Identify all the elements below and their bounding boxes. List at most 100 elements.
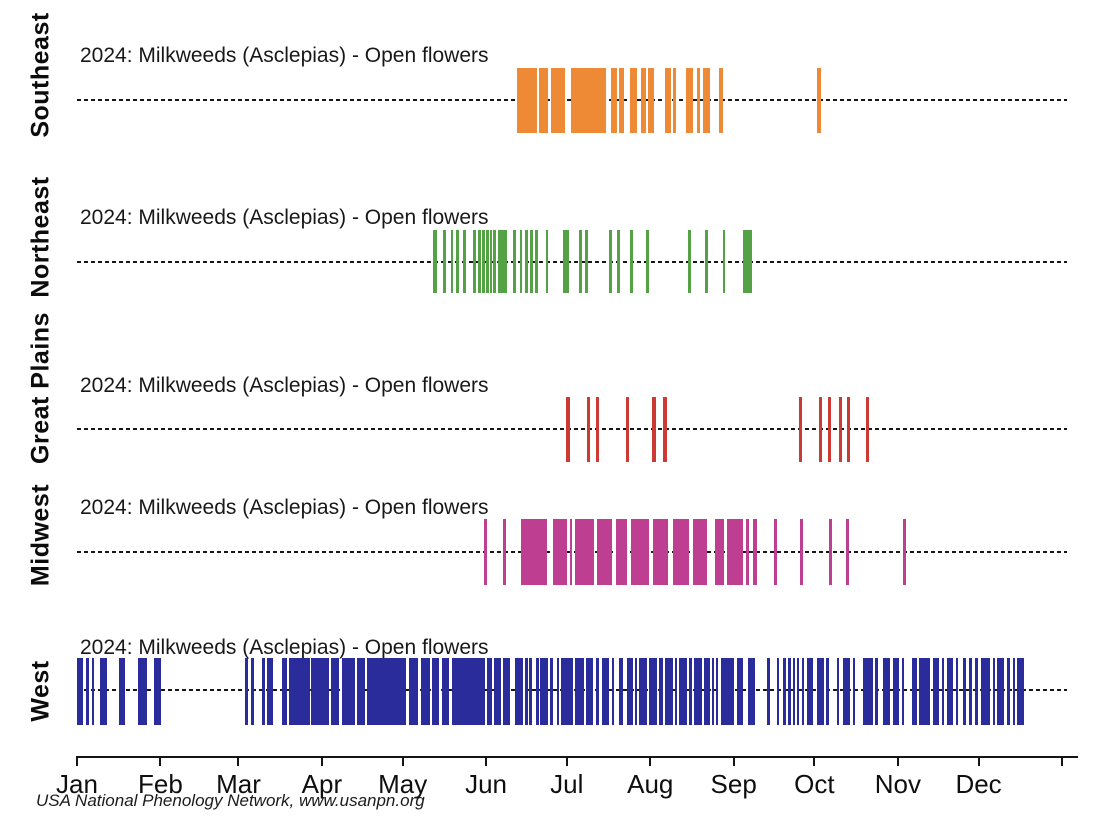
observation-bar — [443, 230, 446, 293]
observation-bars-northeast — [77, 230, 1062, 293]
observation-bar — [659, 658, 663, 725]
observation-bar — [431, 658, 440, 725]
observation-bar — [244, 658, 249, 725]
observation-bar — [634, 658, 638, 725]
observation-bar — [539, 68, 548, 133]
region-label-great-plains: Great Plains — [26, 312, 55, 464]
observation-bar — [827, 397, 832, 462]
observation-bar — [687, 230, 691, 293]
observation-bar — [652, 397, 656, 462]
observation-bar — [941, 658, 945, 725]
observation-bar — [838, 397, 843, 462]
observation-bar — [792, 658, 796, 725]
observation-bar — [649, 658, 658, 725]
observation-bar — [515, 658, 523, 725]
observation-bar — [689, 658, 692, 725]
observation-bar — [571, 68, 607, 133]
axis-tick — [76, 756, 78, 766]
observation-bar — [138, 658, 148, 725]
observation-bar — [420, 658, 431, 725]
observation-bar — [694, 658, 702, 725]
observation-bar — [356, 658, 365, 725]
observation-bar — [828, 519, 832, 585]
observation-bar — [556, 658, 560, 725]
baseline-dotted-line — [77, 551, 1067, 553]
observation-bar — [619, 68, 625, 133]
observation-bar — [517, 68, 537, 133]
observation-bars-great-plains — [77, 397, 1062, 462]
month-label-jul: Jul — [550, 769, 584, 799]
observation-bar — [799, 519, 804, 585]
month-label-apr: Apr — [301, 769, 343, 799]
month-label-feb: Feb — [138, 769, 183, 799]
observation-bar — [663, 397, 667, 462]
observation-bar — [686, 68, 694, 133]
observation-bar — [477, 230, 481, 293]
observation-bar — [776, 658, 780, 725]
axis-tick — [401, 756, 404, 766]
row-title-midwest: 2024: Milkweeds (Asclepias) - Open flowe… — [80, 496, 489, 519]
observation-bar — [525, 230, 528, 293]
observation-bar — [932, 658, 940, 725]
observation-bar — [483, 519, 487, 585]
month-label-oct: Oct — [794, 769, 835, 799]
baseline-dotted-line — [77, 261, 1067, 263]
observation-bar — [646, 230, 649, 293]
observation-bar — [611, 658, 615, 725]
observation-bar — [553, 519, 568, 585]
observation-bar — [1017, 658, 1025, 725]
row-title-west: 2024: Milkweeds (Asclepias) - Open flowe… — [80, 636, 489, 659]
observation-bar — [585, 230, 588, 293]
observation-bar — [493, 230, 497, 293]
observation-bar — [85, 658, 90, 725]
observation-bar — [616, 519, 628, 585]
baseline-dotted-line — [77, 428, 1067, 430]
axis-tick — [977, 756, 980, 766]
observation-bar — [289, 658, 310, 725]
observation-bar — [719, 68, 723, 133]
observation-bar — [726, 519, 744, 585]
observation-bar — [801, 658, 805, 725]
observation-bar — [665, 658, 673, 725]
month-label-may: May — [378, 769, 428, 799]
observation-bar — [980, 658, 991, 725]
observation-bar — [711, 658, 715, 725]
observation-bar — [641, 68, 646, 133]
observation-bar — [673, 68, 677, 133]
observation-bar — [946, 658, 954, 725]
observation-bar — [865, 397, 870, 462]
observation-bar — [975, 658, 978, 725]
observation-bar — [536, 658, 539, 725]
observation-bar — [673, 519, 689, 585]
axis-tick — [565, 756, 568, 766]
observation-bar — [560, 658, 573, 725]
month-axis-line — [77, 756, 1078, 758]
observation-bar — [639, 658, 647, 725]
observation-bar — [262, 658, 266, 725]
observation-bar — [969, 658, 972, 725]
observation-bar — [535, 230, 538, 293]
axis-tick — [159, 756, 162, 766]
observation-bar — [722, 230, 726, 293]
observation-bar — [550, 68, 565, 133]
observation-bar — [550, 658, 553, 725]
axis-tick — [649, 756, 652, 766]
observation-bar — [626, 397, 629, 462]
observation-bar — [563, 230, 569, 293]
month-label-aug: Aug — [627, 769, 674, 799]
row-title-great-plains: 2024: Milkweeds (Asclepias) - Open flowe… — [80, 374, 489, 397]
observation-bar — [674, 658, 678, 725]
region-label-midwest: Midwest — [26, 483, 55, 587]
observation-bar — [281, 658, 287, 725]
region-label-west: West — [26, 660, 55, 722]
observation-bar — [574, 658, 585, 725]
observation-bar — [503, 519, 506, 585]
observation-bar — [574, 519, 594, 585]
observation-bar — [796, 658, 800, 725]
observation-bar — [798, 397, 802, 462]
observation-bar — [619, 658, 623, 725]
month-label-mar: Mar — [216, 769, 261, 799]
observation-bar — [451, 658, 485, 725]
month-label-dec: Dec — [955, 769, 1002, 799]
